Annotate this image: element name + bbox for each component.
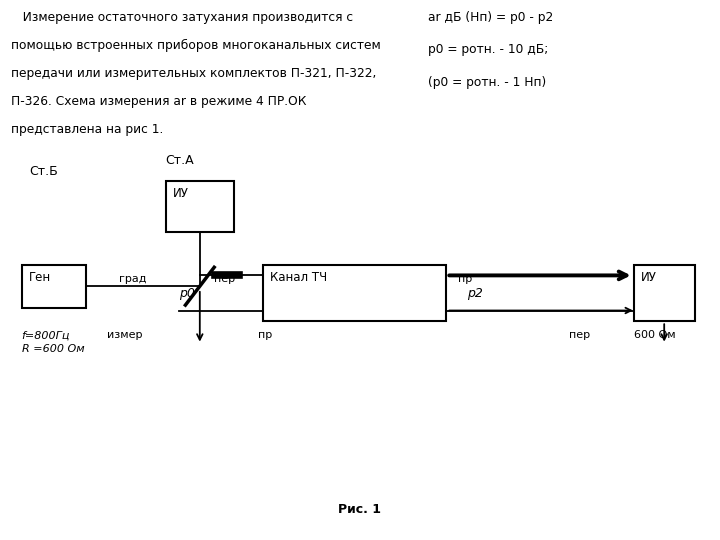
Text: (р0 = ротн. - 1 Нп): (р0 = ротн. - 1 Нп) bbox=[428, 76, 546, 89]
Text: П-326. Схема измерения ar в режиме 4 ПР.ОК: П-326. Схема измерения ar в режиме 4 ПР.… bbox=[11, 95, 306, 108]
Text: 600 Ом: 600 Ом bbox=[634, 330, 675, 341]
Text: измер: измер bbox=[107, 330, 142, 341]
Text: пер: пер bbox=[215, 274, 235, 284]
Text: Рис. 1: Рис. 1 bbox=[338, 503, 382, 516]
Bar bbox=[634, 265, 695, 321]
Text: град: град bbox=[120, 274, 147, 284]
Text: Ген: Ген bbox=[29, 271, 51, 284]
Text: Канал ТЧ: Канал ТЧ bbox=[270, 271, 327, 284]
Text: пр: пр bbox=[258, 330, 272, 341]
Text: p2: p2 bbox=[467, 287, 482, 300]
Text: f=800Гц: f=800Гц bbox=[22, 330, 70, 341]
Text: р0 = ротн. - 10 дБ;: р0 = ротн. - 10 дБ; bbox=[428, 43, 549, 56]
Text: представлена на рис 1.: представлена на рис 1. bbox=[11, 123, 163, 136]
Text: Ст.А: Ст.А bbox=[166, 154, 194, 167]
Text: Ст.Б: Ст.Б bbox=[29, 165, 58, 178]
Text: ar дБ (Нп) = р0 - р2: ar дБ (Нп) = р0 - р2 bbox=[428, 11, 554, 24]
Text: R =600 Ом: R =600 Ом bbox=[22, 344, 84, 354]
Text: передачи или измерительных комплектов П-321, П-322,: передачи или измерительных комплектов П-… bbox=[11, 67, 376, 80]
Text: Измерение остаточного затухания производится с: Измерение остаточного затухания производ… bbox=[11, 11, 353, 24]
Text: ИУ: ИУ bbox=[641, 271, 657, 284]
Text: пер: пер bbox=[569, 330, 590, 341]
Text: p0: p0 bbox=[179, 287, 194, 300]
Text: пр: пр bbox=[458, 274, 472, 284]
Bar bbox=[166, 181, 234, 232]
Text: ИУ: ИУ bbox=[173, 187, 189, 200]
Bar bbox=[22, 265, 86, 308]
Text: помощью встроенных приборов многоканальных систем: помощью встроенных приборов многоканальн… bbox=[11, 39, 381, 52]
Bar bbox=[263, 265, 446, 321]
